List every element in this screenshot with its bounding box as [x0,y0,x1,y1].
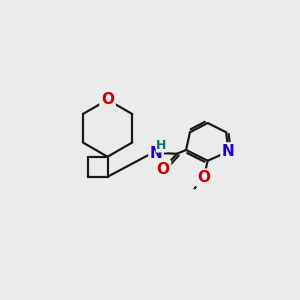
Text: O: O [101,92,114,107]
Text: O: O [157,162,169,177]
Text: O: O [197,170,210,185]
Text: N: N [150,146,162,160]
Text: N: N [222,144,235,159]
Text: H: H [156,139,167,152]
